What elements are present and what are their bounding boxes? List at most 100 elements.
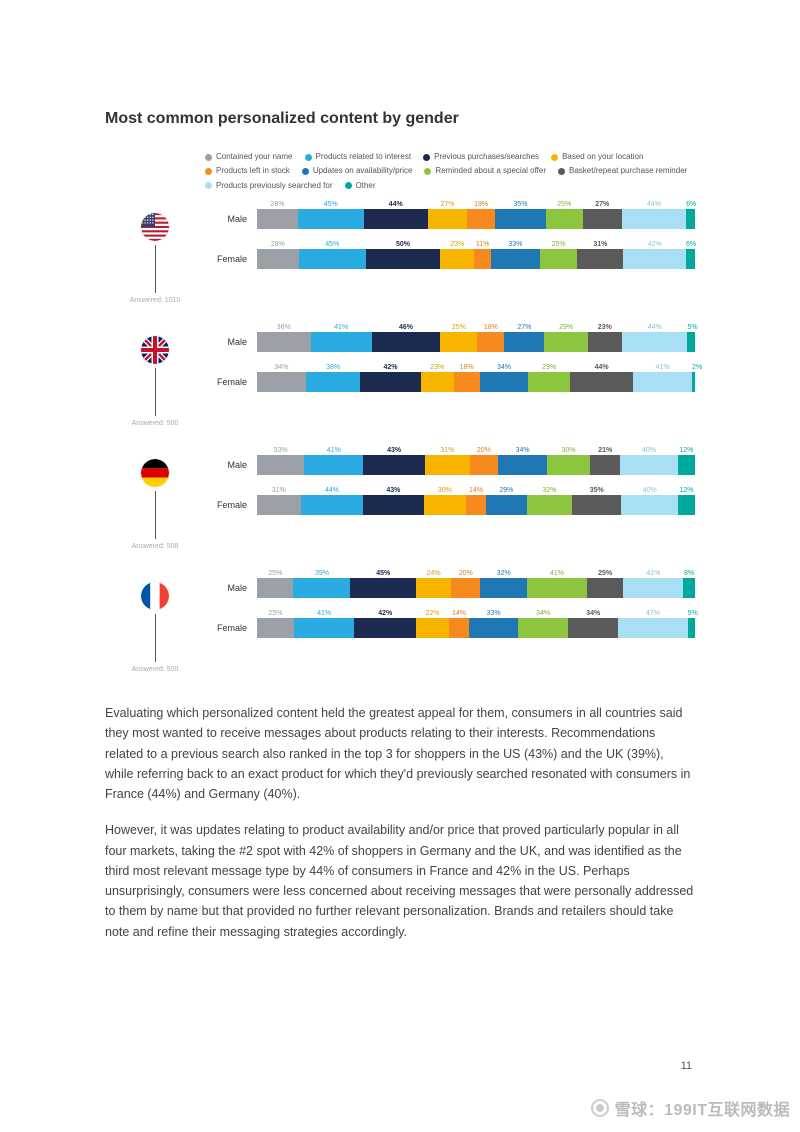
segment-value: 35% (572, 487, 621, 495)
bar-segment: 21% (590, 455, 620, 475)
segment-value: 25% (257, 570, 293, 578)
segment-value: 8% (683, 570, 695, 578)
segment-value: 19% (467, 201, 495, 209)
bars-column: Male28%45%44%27%19%35%25%27%44%6%Female2… (205, 209, 695, 269)
country-block: Answered: 500Male36%41%46%25%18%27%29%23… (105, 332, 695, 427)
legend-label: Based on your location (562, 150, 643, 164)
flag-column: Answered: 508 (105, 455, 205, 550)
bar-segment: 6% (686, 249, 695, 269)
bars-column: Male25%39%45%24%20%32%41%25%41%8% Female2… (205, 578, 695, 638)
legend-label: Previous purchases/searches (434, 150, 539, 164)
bar-row: Male25%39%45%24%20%32%41%25%41%8% (205, 578, 695, 598)
bar-segment: 35% (572, 495, 621, 515)
flag-icon (141, 459, 169, 487)
bar-segment: 44% (622, 332, 688, 352)
bar-segment: 25% (257, 618, 294, 638)
legend-swatch (302, 168, 309, 175)
bar-segment: 34% (498, 455, 547, 475)
bar-segment: 25% (546, 209, 582, 229)
bar-segment: 46% (372, 332, 441, 352)
bar-segment: 42% (360, 372, 420, 392)
segment-value: 25% (440, 324, 477, 332)
segment-value: 14% (466, 487, 486, 495)
bar-segment: 24% (416, 578, 451, 598)
segment-value: 11% (474, 241, 490, 249)
row-label: Male (205, 583, 257, 593)
bar-segment: 43% (363, 455, 425, 475)
bar-row: Female25%41%42%22%14%33%34%34%47%5% (205, 618, 695, 638)
segment-value: 41% (623, 570, 683, 578)
segment-value: 32% (480, 570, 527, 578)
segment-value: 43% (363, 447, 425, 455)
segment-value: 6% (686, 201, 695, 209)
bar-segment: 31% (257, 495, 301, 515)
bar-segment: 18% (454, 372, 480, 392)
legend-item: Products left in stock (205, 164, 290, 178)
bar-segment: 34% (480, 372, 529, 392)
segment-value: 41% (633, 364, 692, 372)
bar-segment: 25% (257, 578, 293, 598)
bar-segment: 34% (568, 618, 618, 638)
bar: 25%39%45%24%20%32%41%25%41%8% (257, 578, 695, 598)
bar-segment: 25% (440, 332, 477, 352)
bar-segment: 32% (527, 495, 572, 515)
segment-value: 41% (304, 447, 363, 455)
bar-segment: 44% (570, 372, 633, 392)
page-number: 11 (681, 1060, 692, 1072)
bar-segment: 28% (257, 249, 299, 269)
legend-item: Products previously searched for (205, 179, 333, 193)
divider (155, 614, 156, 662)
bar-segment: 14% (466, 495, 486, 515)
bar-segment: 5% (687, 332, 694, 352)
row-label: Male (205, 337, 257, 347)
bar-segment: 30% (547, 455, 590, 475)
bar-row: Female31%44%43%30%14%29%32%35%40%12% (205, 495, 695, 515)
segment-value: 44% (301, 487, 363, 495)
segment-value: 29% (486, 487, 527, 495)
bars-column: Male33%41%43%31%20%34%30%21%40%12%Female… (205, 455, 695, 515)
country-block: Answered: 500Male25%39%45%24%20%32%41%25… (105, 578, 695, 673)
watermark-text: 雪球：199IT互联网数据 (615, 1096, 790, 1120)
divider (155, 368, 156, 416)
bar-segment: 22% (416, 618, 448, 638)
flag-icon (141, 336, 169, 364)
country-block: Answered: 1010Male28%45%44%27%19%35%25%2… (105, 209, 695, 304)
flag-icon (141, 582, 169, 610)
watermark: 雪球：199IT互联网数据 (591, 1096, 790, 1120)
segment-value: 44% (622, 324, 688, 332)
bar-segment: 11% (474, 249, 490, 269)
legend: Contained your nameProducts related to i… (205, 150, 695, 193)
segment-value: 45% (298, 201, 364, 209)
bar: 33%41%43%31%20%34%30%21%40%12% (257, 455, 695, 475)
bar-row: Male36%41%46%25%18%27%29%23%44%5% (205, 332, 695, 352)
segment-value: 23% (588, 324, 622, 332)
segment-value: 6% (686, 241, 695, 249)
legend-label: Products previously searched for (216, 179, 333, 193)
segment-value: 31% (577, 241, 623, 249)
bar-segment: 33% (257, 455, 304, 475)
segment-value: 29% (528, 364, 570, 372)
segment-value: 34% (257, 364, 306, 372)
legend-swatch (423, 154, 430, 161)
segment-value: 31% (425, 447, 470, 455)
bars-column: Male36%41%46%25%18%27%29%23%44%5%Female3… (205, 332, 695, 392)
bar-segment: 14% (449, 618, 470, 638)
page-title: Most common personalized content by gend… (105, 110, 695, 128)
segment-value: 33% (257, 447, 304, 455)
segment-value: 28% (257, 241, 299, 249)
segment-value: 22% (416, 610, 448, 618)
bar-segment: 45% (298, 209, 364, 229)
legend-swatch (205, 168, 212, 175)
bar-segment: 23% (421, 372, 454, 392)
legend-item: Basket/repeat purchase reminder (558, 164, 687, 178)
bar-segment: 12% (678, 455, 695, 475)
bar-segment: 42% (354, 618, 416, 638)
bar-segment: 39% (293, 578, 350, 598)
segment-value: 42% (623, 241, 686, 249)
segment-value: 24% (416, 570, 451, 578)
segment-value: 44% (570, 364, 633, 372)
bar-segment: 34% (518, 618, 568, 638)
bar-segment: 20% (451, 578, 480, 598)
flag-column: Answered: 500 (105, 578, 205, 673)
segment-value: 43% (363, 487, 424, 495)
